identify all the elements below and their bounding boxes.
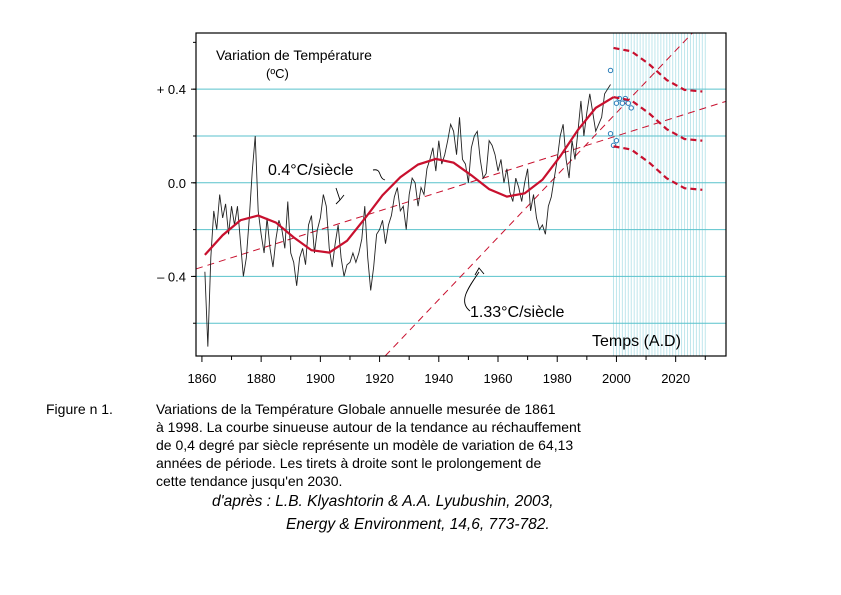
sinusoidal-model-curve <box>204 96 615 256</box>
caption-line: de 0,4 degré par siècle représente un mo… <box>156 437 574 453</box>
caption-line: Variations de la Température Globale ann… <box>156 401 556 417</box>
annual-temperature-line <box>204 84 611 347</box>
annotation-pointer <box>372 169 386 181</box>
trend-line-1.33 <box>384 32 693 357</box>
plot-frame <box>195 32 727 357</box>
recent-point <box>613 137 620 144</box>
forecast-curve <box>613 96 703 142</box>
x-axis-label: Temps (A.D) <box>592 333 681 350</box>
recent-point <box>607 67 614 74</box>
x-tick-label: 2020 <box>661 371 690 386</box>
annotation-arrow <box>335 187 345 205</box>
forecast-curve <box>613 46 703 93</box>
chart-unit: (ºC) <box>266 66 289 81</box>
x-tick-label: 1960 <box>484 371 513 386</box>
annotation-arrow <box>474 267 485 276</box>
citation-journal: Energy & Environment, 14,6, 773-782. <box>286 516 550 533</box>
trend-label-1.33: 1.33°C/siècle <box>470 304 565 321</box>
forecast-curve <box>613 145 703 191</box>
series-group <box>204 46 703 347</box>
recent-point <box>613 100 620 106</box>
citation-authors: d'après : L.B. Klyashtorin & A.A. Lyubus… <box>212 493 554 510</box>
figure-number: Figure n 1. <box>46 401 113 417</box>
y-tick-label: 0.0 <box>168 176 186 191</box>
x-tick-label: 1920 <box>365 371 394 386</box>
x-tick-label: 1900 <box>306 371 335 386</box>
recent-point <box>625 100 631 106</box>
trend-label-0.4: 0.4°C/siècle <box>268 162 354 179</box>
trend-annotations: 0.4°C/siècle 1.33°C/siècle <box>268 162 565 321</box>
trend-lines <box>195 32 727 357</box>
x-tick-label: 1940 <box>424 371 453 386</box>
axis-ticks: 1860 1880 1900 1920 1940 1960 1980 2000 2020 + 0.… <box>157 41 706 386</box>
y-tick-label: + 0.4 <box>157 82 186 97</box>
chart-title: Variation de Température <box>216 47 372 63</box>
recent-point <box>619 100 626 106</box>
caption-line: années de période. Les tirets à droite s… <box>156 455 542 471</box>
forecast-vertical-lines <box>612 33 706 356</box>
x-tick-label: 1860 <box>187 371 216 386</box>
temperature-chart: 1860 1880 1900 1920 1940 1960 1980 2000 2020 + 0.… <box>157 32 727 386</box>
y-tick-label: – 0.4 <box>157 269 186 284</box>
x-tick-label: 1880 <box>247 371 276 386</box>
recent-point <box>628 105 634 111</box>
x-tick-label: 1980 <box>543 371 572 386</box>
trend-line-0.4 <box>195 100 727 270</box>
caption-line: cette tendance jusqu'en 2030. <box>156 473 343 489</box>
figure-caption: Variations de la Température Globale ann… <box>156 400 716 490</box>
caption-line: à 1998. La courbe sinueuse autour de la … <box>156 419 581 435</box>
recent-point <box>607 130 614 137</box>
x-tick-label: 2000 <box>602 371 631 386</box>
annotation-pointer <box>464 271 480 312</box>
